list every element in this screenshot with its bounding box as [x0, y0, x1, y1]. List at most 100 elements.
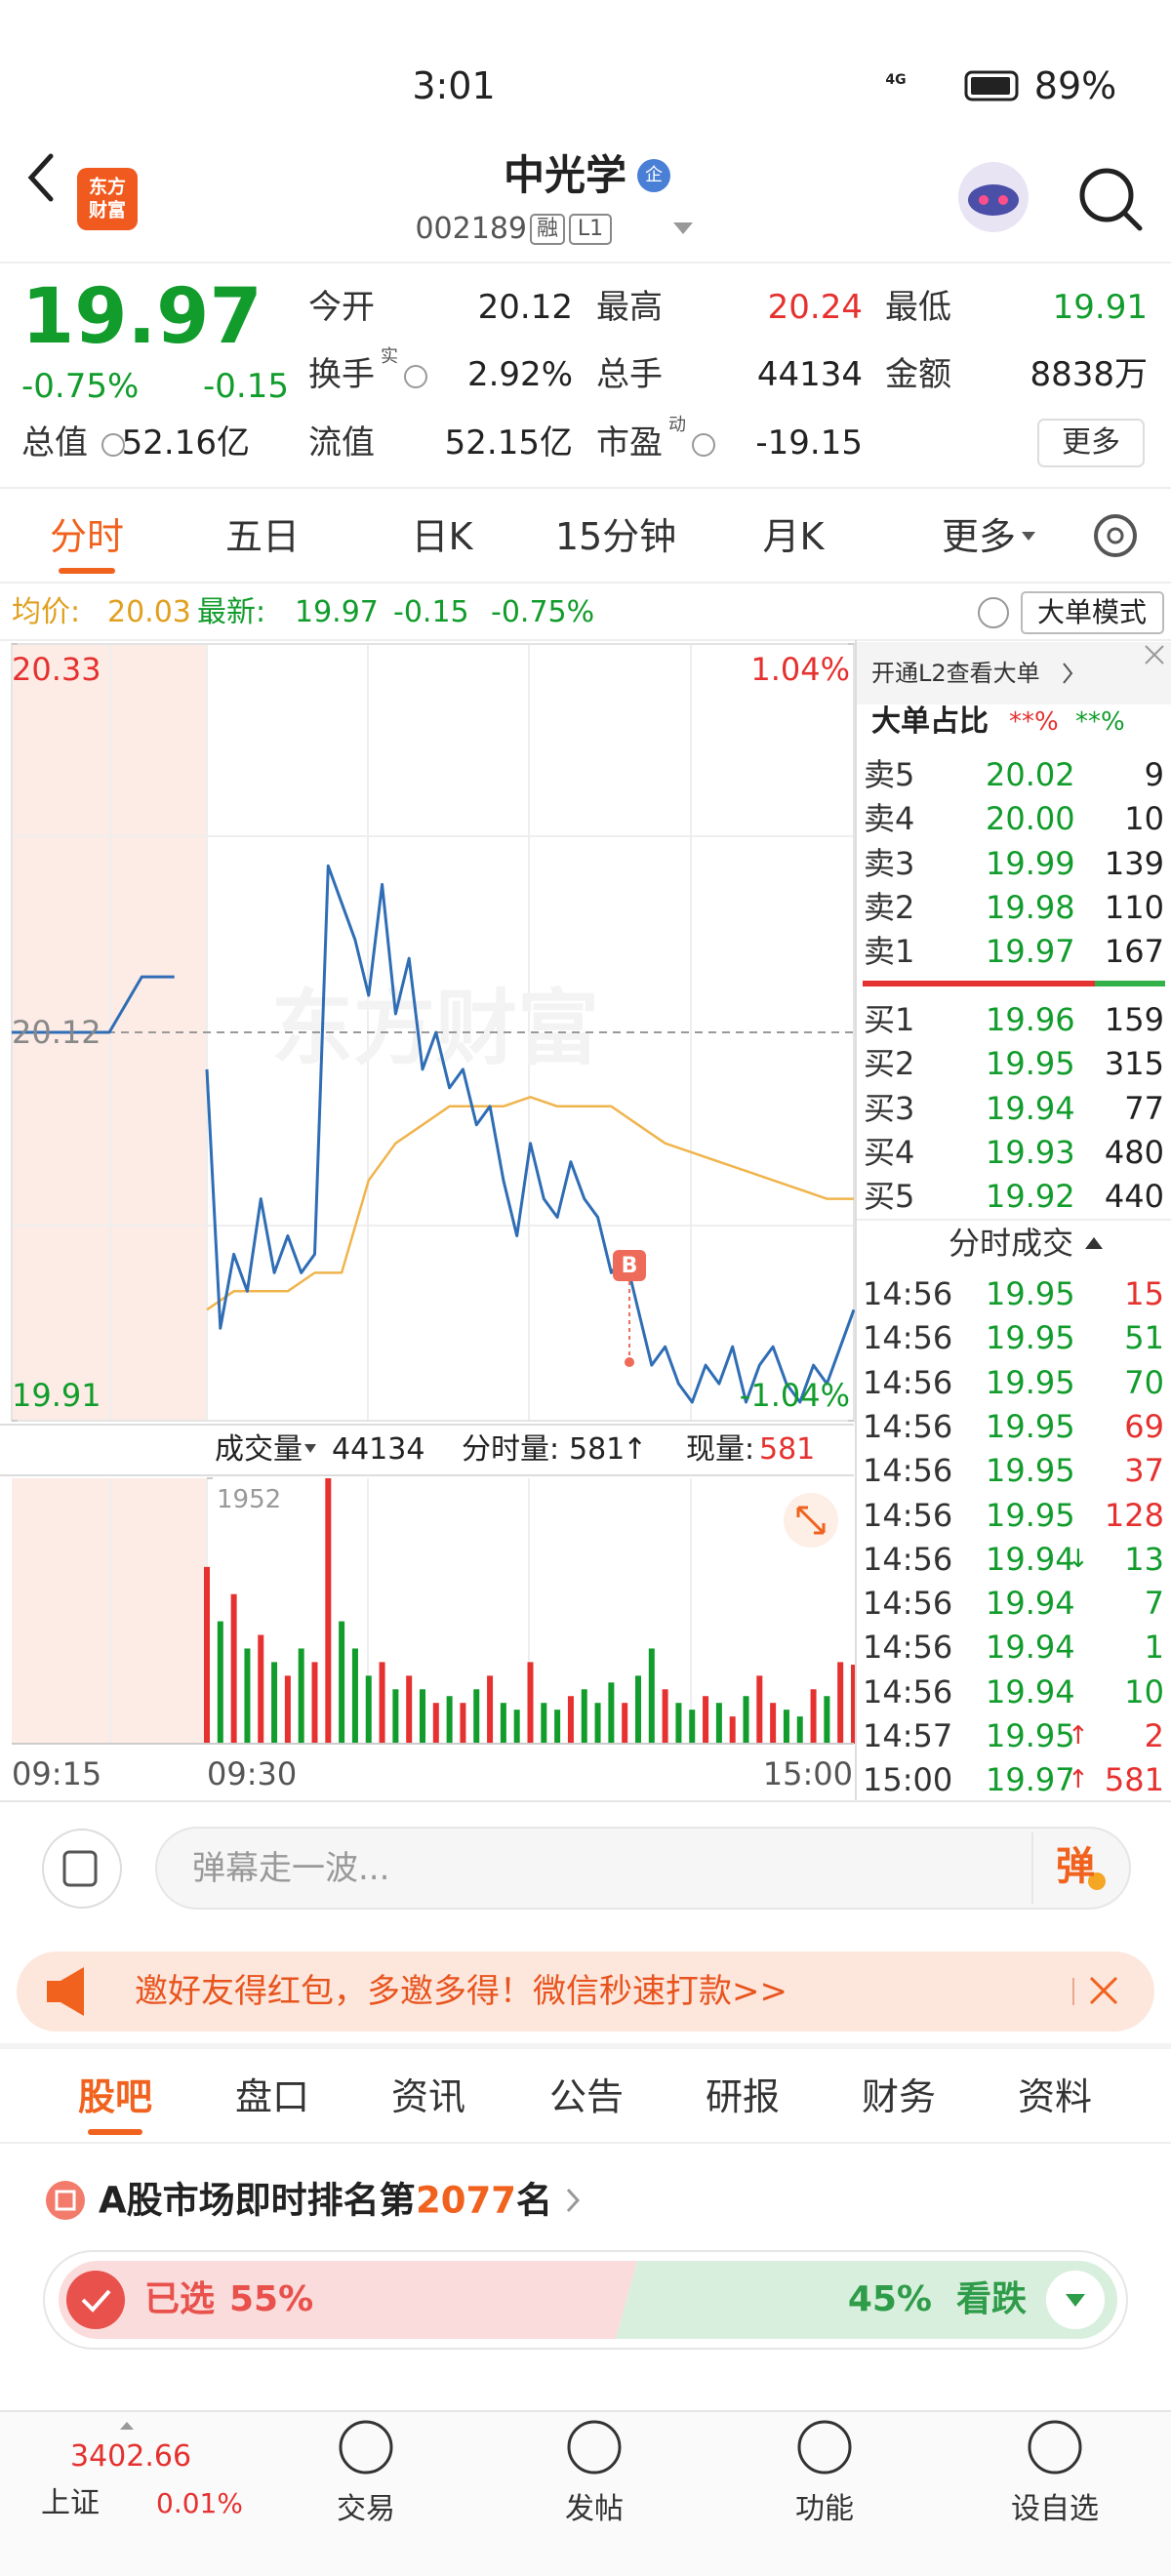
mode-text[interactable]: 大单模式: [1036, 596, 1148, 628]
volume-bar: [729, 1716, 736, 1744]
section-tab[interactable]: 公告: [548, 2075, 625, 2118]
nav-item[interactable]: 发帖: [565, 2492, 624, 2526]
section-tab[interactable]: 财务: [861, 2075, 937, 2118]
danmu-button[interactable]: 弹: [1056, 1844, 1095, 1889]
caret-up: [1085, 1237, 1103, 1249]
trade-arrow: ↑: [1068, 1721, 1089, 1751]
trade-price: 19.94: [986, 1540, 1075, 1578]
nav-item[interactable]: 设自选: [1011, 2492, 1099, 2526]
trade-time: 14:56: [863, 1672, 953, 1711]
more-text[interactable]: 更多: [1062, 425, 1120, 460]
book-label: 买5: [864, 1178, 915, 1216]
field-value: 2.92%: [466, 355, 573, 394]
back-button[interactable]: [27, 153, 54, 202]
section-tab[interactable]: 资讯: [390, 2075, 466, 2118]
book-label: 卖3: [864, 844, 915, 882]
assistant-eye: [998, 195, 1008, 205]
book-label: 买4: [864, 1133, 915, 1171]
settings: [1094, 514, 1137, 557]
y-tick-label: 19.91: [12, 1377, 101, 1414]
rank-number: 2077: [416, 2179, 516, 2222]
trade-volume: 7: [1144, 1585, 1164, 1623]
volume-bar: [487, 1675, 494, 1744]
trade-time: 14:56: [863, 1452, 953, 1490]
tab[interactable]: 分时: [49, 515, 125, 558]
comment-placeholder: 弹幕走一波...: [192, 1849, 390, 1888]
volume-bar: [204, 1566, 210, 1744]
banner-text[interactable]: 邀好友得红包，多邀多得！微信秒速打款>>: [135, 1972, 787, 2011]
trade-time: 14:56: [863, 1496, 953, 1534]
comment-input[interactable]: [155, 1827, 1131, 1910]
vote-yes-label[interactable]: 已选: [144, 2279, 216, 2319]
search-handle: [1121, 210, 1143, 231]
down-caret: [1066, 2294, 1085, 2307]
y2-tick-label: 1.04%: [750, 651, 850, 688]
tab[interactable]: 更多: [941, 515, 1017, 558]
book-price: 19.99: [986, 844, 1075, 882]
volume-bar: [824, 1696, 830, 1744]
close-icon: [1145, 645, 1164, 664]
section-tab[interactable]: 盘口: [234, 2075, 310, 2118]
volume-bar: [662, 1689, 668, 1744]
battery-text: 89%: [1033, 64, 1117, 107]
field-label: 金额: [885, 355, 951, 394]
logo-text: 财富: [88, 199, 127, 221]
info-icon: [692, 433, 715, 457]
field-label: 总手: [596, 355, 663, 394]
ratio-sell: **%: [1009, 707, 1059, 737]
trade-volume: 1: [1144, 1629, 1164, 1667]
volume-bar: [743, 1696, 749, 1744]
vote-no-label[interactable]: 看跌: [955, 2279, 1027, 2319]
book-price: 19.93: [986, 1133, 1075, 1171]
trade-price: 19.95: [986, 1496, 1075, 1534]
section-tab[interactable]: 研报: [705, 2075, 781, 2118]
volume-bar: [460, 1703, 466, 1744]
volume-bar: [284, 1675, 291, 1744]
trade-volume: 128: [1104, 1496, 1164, 1534]
section-tab[interactable]: 资料: [1017, 2075, 1093, 2118]
tab[interactable]: 月K: [762, 515, 825, 558]
field-sup: 动: [668, 415, 686, 435]
search[interactable]: [1079, 168, 1134, 222]
volume-bar: [554, 1710, 561, 1744]
promo[interactable]: 开通L2查看大单: [871, 660, 1040, 687]
rank-text: A股市场即时排名第: [99, 2179, 416, 2222]
premarket-line: [12, 975, 175, 1034]
assistant-face: [968, 184, 1019, 216]
trade-arrow: ↑: [1068, 1765, 1089, 1795]
volume-bar: [796, 1716, 803, 1744]
tab[interactable]: 五日: [224, 515, 301, 558]
volume-bar: [230, 1593, 237, 1744]
volume-label: 成交量: [215, 1432, 303, 1467]
vote-no: [616, 2261, 1117, 2339]
nav-item[interactable]: 功能: [795, 2492, 854, 2526]
info-icon: [404, 365, 427, 388]
book-volume: 10: [1124, 800, 1164, 838]
chevron: [566, 2188, 581, 2213]
nav-up: [120, 2422, 134, 2430]
logo: [77, 168, 138, 230]
volume-bar: [500, 1703, 506, 1744]
trade-volume: 51: [1124, 1319, 1164, 1357]
field-value: 20.12: [477, 288, 573, 327]
field-label: 换手: [308, 355, 375, 394]
nav-item[interactable]: 交易: [337, 2492, 395, 2526]
tab[interactable]: 日K: [411, 515, 473, 558]
section-tab[interactable]: 股吧: [77, 2075, 153, 2118]
period-arrow: ↑: [623, 1432, 648, 1467]
nav-icon: [567, 2420, 622, 2475]
status-time: 3:01: [412, 64, 496, 107]
index-pct: 0.01%: [156, 2487, 243, 2519]
book-volume: 480: [1104, 1133, 1164, 1171]
trade-price: 19.95: [986, 1452, 1075, 1490]
trade-time: 14:56: [863, 1363, 953, 1401]
tab[interactable]: 15分钟: [554, 515, 677, 558]
dropdown: [673, 222, 693, 234]
trade-volume: 15: [1124, 1275, 1164, 1312]
price-line: [205, 864, 856, 1404]
trade-price: 19.95: [986, 1717, 1075, 1754]
more-button[interactable]: [1037, 419, 1145, 467]
book-label: 卖4: [864, 800, 915, 838]
book-volume: 110: [1104, 888, 1164, 926]
x-tick-label: 09:30: [207, 1755, 298, 1792]
